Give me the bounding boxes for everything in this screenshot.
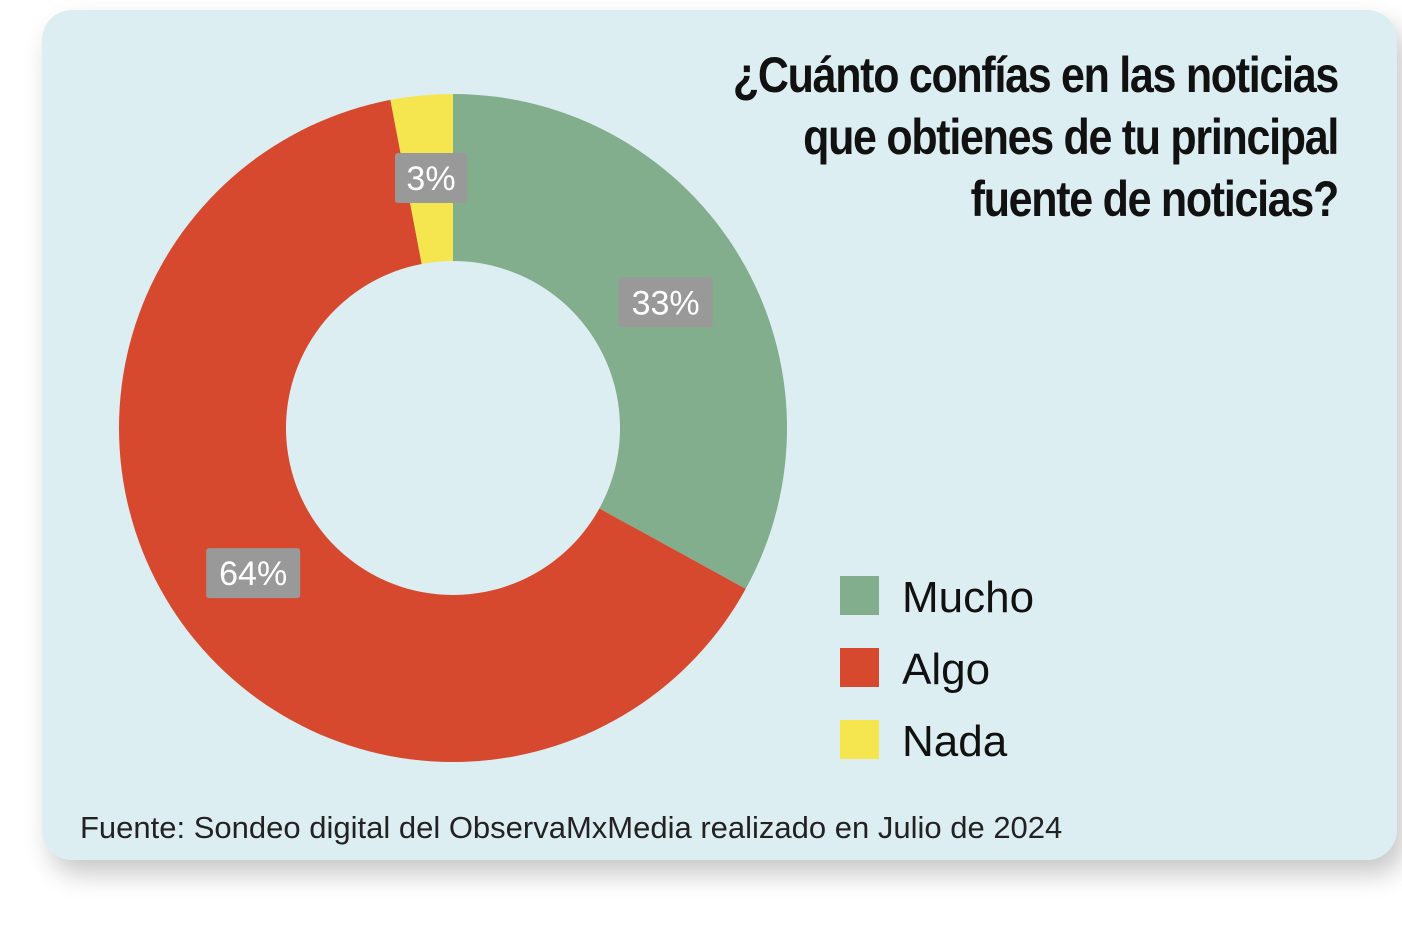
- data-label-box-nada: [395, 153, 467, 203]
- data-label-nada: 3%: [395, 153, 467, 203]
- data-labels-layer: 33% 64% 3%: [206, 153, 713, 599]
- legend-swatch-mucho: [840, 576, 879, 615]
- legend-label-nada: Nada: [902, 717, 1008, 766]
- data-label-mucho: 33%: [618, 277, 713, 328]
- chart-title-line-1: ¿Cuánto confías en las noticias: [732, 47, 1339, 103]
- legend-label-mucho: Mucho: [902, 573, 1035, 622]
- legend-label-algo: Algo: [902, 645, 991, 694]
- legend-swatch-algo: [840, 648, 879, 687]
- data-label-text-mucho: 33%: [632, 284, 700, 322]
- legend-swatch-nada: [840, 720, 879, 759]
- chart-title: ¿Cuánto confías en las noticias que obti…: [684, 44, 1340, 230]
- data-label-algo: 64%: [206, 548, 301, 599]
- source-note: Fuente: Sondeo digital del ObservaMxMedi…: [80, 810, 1063, 845]
- chart-title-line-2: que obtienes de tu principal: [803, 109, 1339, 165]
- chart-title-line-3: fuente de noticias?: [970, 171, 1340, 227]
- data-label-box-algo: [206, 548, 301, 599]
- data-label-box-mucho: [618, 277, 713, 328]
- data-label-text-algo: 64%: [219, 555, 287, 593]
- data-label-text-nada: 3%: [406, 160, 455, 198]
- slice-mucho: [453, 94, 787, 589]
